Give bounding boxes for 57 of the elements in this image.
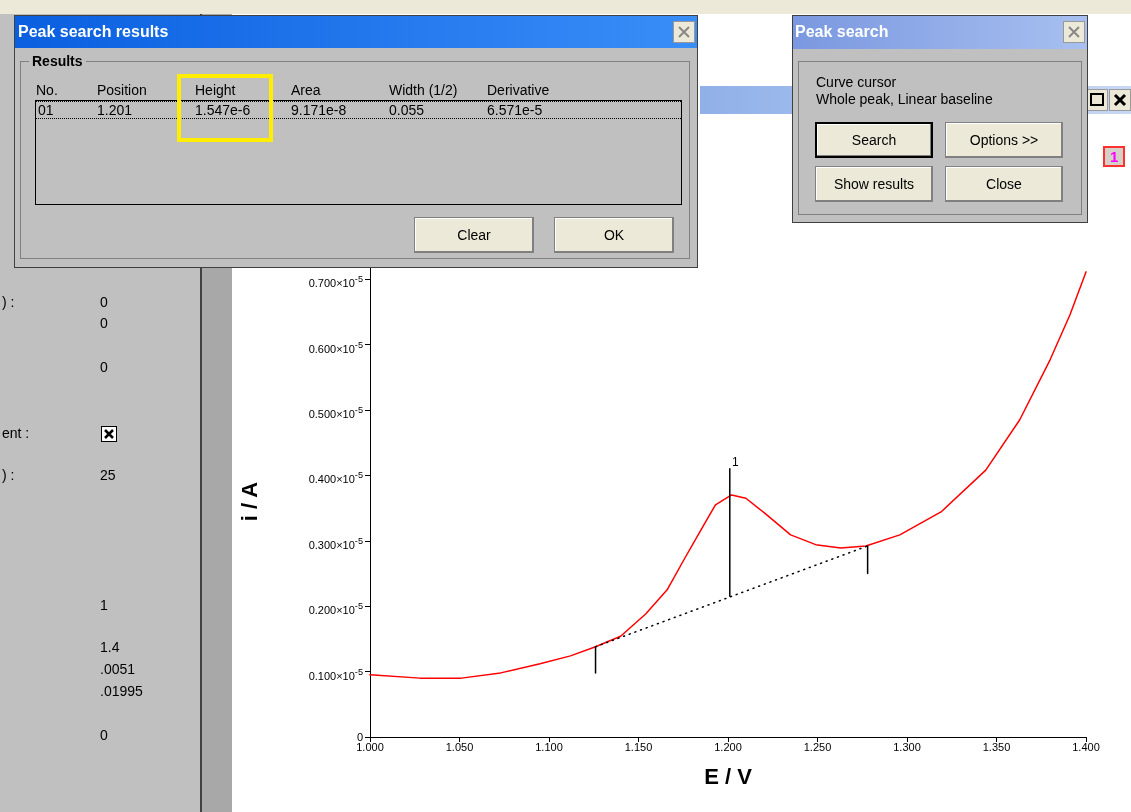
y-tick-label: 0.500×10$^{-5}$ — [308, 403, 363, 421]
text: Options >> — [945, 122, 1063, 158]
text: 1.4 — [100, 639, 120, 655]
text: Peak search results — [18, 23, 169, 41]
text: OK — [554, 217, 674, 253]
text: 01 — [38, 102, 54, 118]
text: 1 — [100, 597, 108, 613]
text: Position — [97, 82, 147, 98]
text: Search — [815, 122, 933, 158]
y-tick-label: 0.400×10$^{-5}$ — [308, 469, 363, 486]
text: .0051 — [100, 661, 136, 677]
text: .01995 — [100, 683, 143, 699]
annotation: 1 — [732, 455, 739, 469]
text: Area — [291, 82, 321, 98]
text: 0 — [100, 727, 108, 743]
text: 25 — [100, 467, 116, 483]
x-tick-label: 1.350 — [982, 740, 1011, 753]
x-tick-label: 1.200 — [714, 740, 742, 753]
text: 1.201 — [97, 102, 133, 118]
x-tick-label: 1.150 — [624, 740, 653, 753]
text: Width (1/2) — [389, 82, 458, 98]
text: 0 — [100, 359, 108, 375]
y-tick-label: 0.600×10$^{-5}$ — [308, 338, 363, 356]
text: Whole peak, Linear baseline — [816, 91, 993, 107]
text: 0.055 — [389, 102, 425, 118]
text: ent : — [2, 425, 30, 441]
y-tick-label: 0 — [356, 730, 363, 743]
text: No. — [36, 82, 58, 98]
text: 0 — [100, 315, 108, 331]
text: Results — [29, 53, 86, 69]
text: Height — [195, 82, 236, 98]
y-axis-title: i / A — [236, 481, 262, 522]
line-series — [369, 271, 1087, 679]
text: 6.571e-5 — [487, 102, 543, 118]
text: Show results — [815, 166, 933, 202]
text: 1.547e-6 — [195, 102, 251, 118]
text: Curve cursor — [816, 74, 897, 90]
x-tick-label: 1.050 — [445, 740, 474, 753]
x-tick-label: 1.100 — [535, 740, 563, 753]
text: 1 — [1103, 146, 1126, 167]
x-axis-title: E / V — [704, 763, 753, 789]
text: Close — [945, 166, 1063, 202]
x-tick-label: 1.250 — [803, 740, 832, 753]
text: ) : — [2, 294, 15, 310]
y-tick-label: 0.300×10$^{-5}$ — [308, 534, 363, 552]
text: 0 — [100, 294, 108, 310]
y-tick-label: 0.100×10$^{-5}$ — [308, 665, 363, 683]
text: Clear — [414, 217, 534, 253]
text: Derivative — [487, 82, 550, 98]
text: Peak search — [795, 23, 889, 41]
x-tick-label: 1.400 — [1072, 740, 1100, 753]
text: 9.171e-8 — [291, 102, 347, 118]
y-tick-label: 0.700×10$^{-5}$ — [308, 273, 363, 290]
x-tick-label: 1.000 — [356, 740, 384, 753]
text: ) : — [2, 467, 15, 483]
y-tick-label: 0.200×10$^{-5}$ — [308, 600, 363, 617]
x-tick-label: 1.300 — [893, 740, 921, 753]
